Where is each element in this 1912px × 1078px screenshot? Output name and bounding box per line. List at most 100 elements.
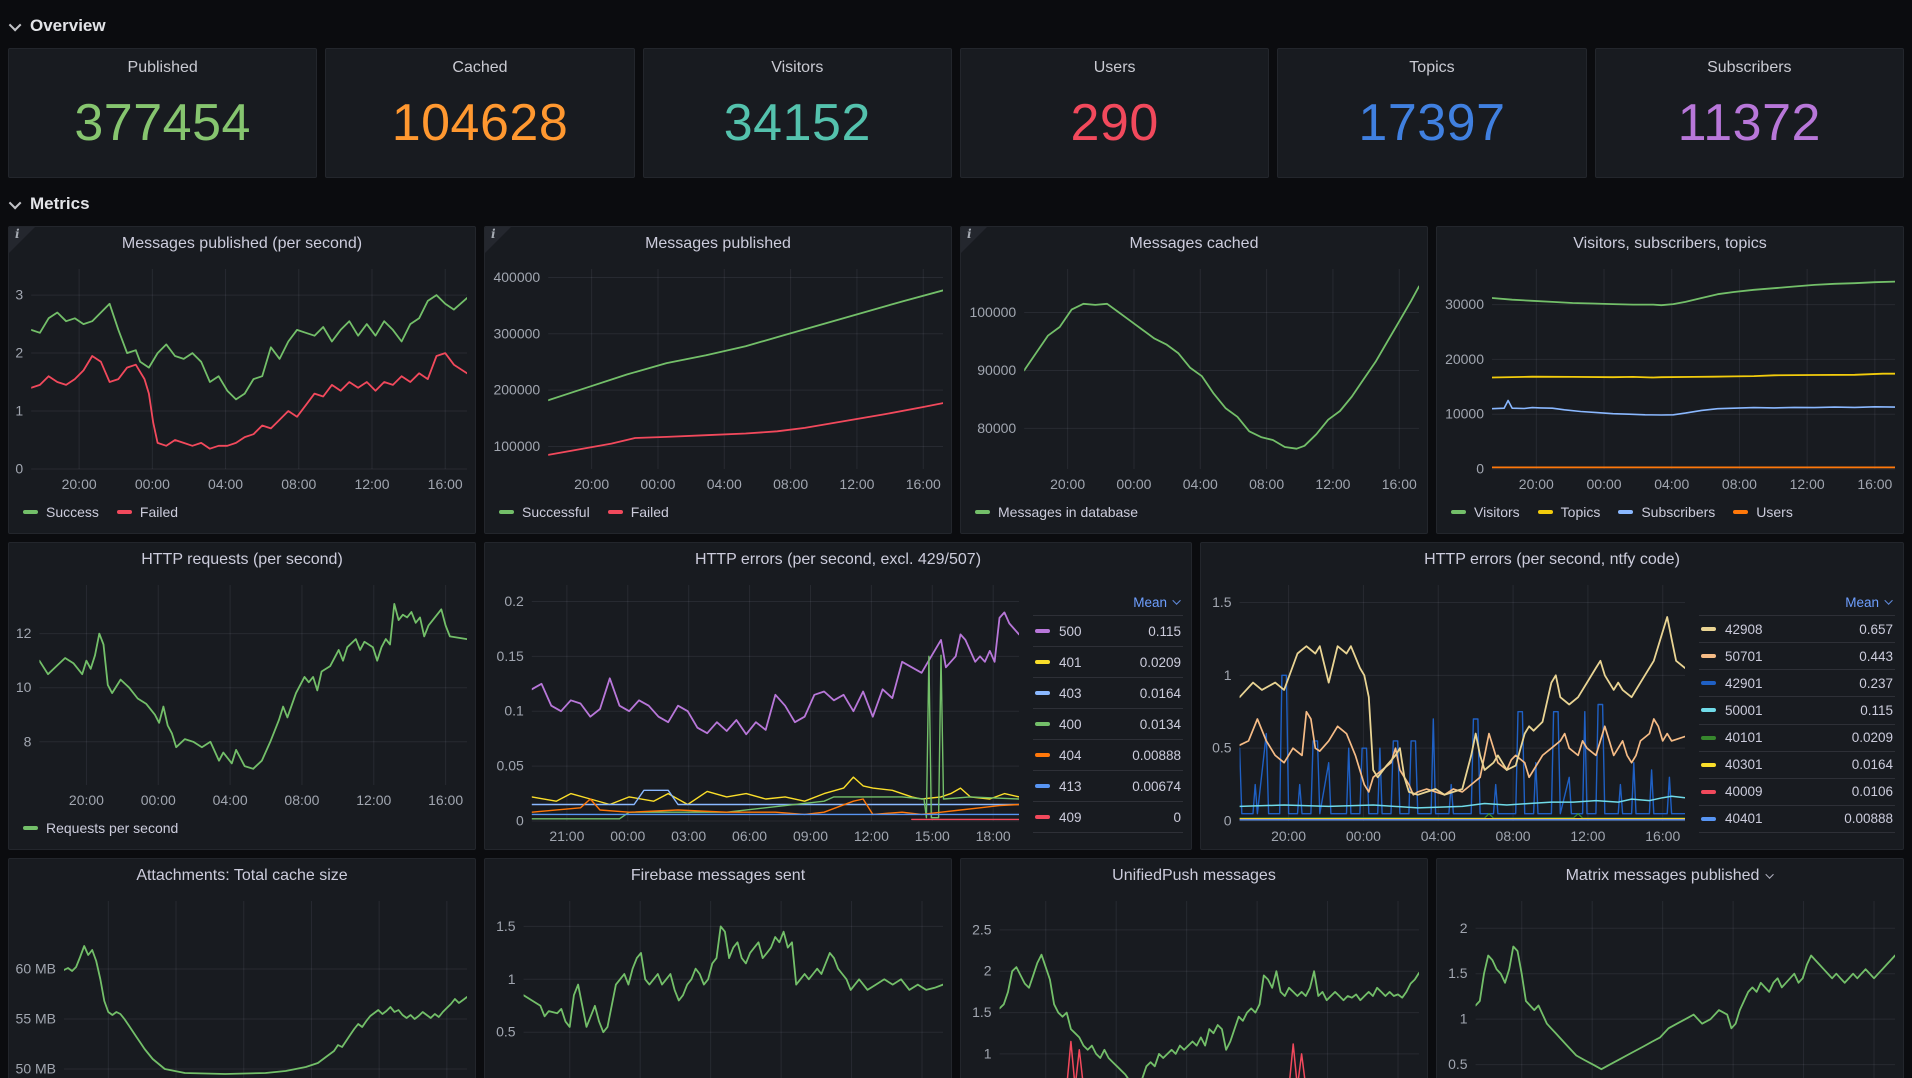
svg-text:1.5: 1.5 [1212,594,1232,610]
section-label: Overview [30,16,106,35]
svg-text:00:00: 00:00 [610,828,645,844]
legend-table-row[interactable]: 40301 0.0164 [1699,750,1895,778]
legend-item[interactable]: Topics [1537,504,1600,520]
svg-text:04:00: 04:00 [1654,476,1689,492]
series-color-swatch [1701,627,1716,632]
panel-title[interactable]: Firebase messages sent [630,867,806,884]
legend-table-row[interactable]: 40101 0.0209 [1699,723,1895,751]
legend-table-row[interactable]: 40009 0.0106 [1699,777,1895,805]
legend-table-row[interactable]: 400 0.0134 [1033,708,1183,739]
legend-table-row[interactable]: 413 0.00674 [1033,770,1183,801]
legend-item[interactable]: Failed [116,504,179,520]
legend-mean-header[interactable]: Mean [1033,589,1183,615]
legend-table-row[interactable]: 42901 0.237 [1699,669,1895,696]
legend-item[interactable]: Subscribers [1618,504,1715,520]
svg-text:12:00: 12:00 [1790,476,1825,492]
legend-label: Requests per second [46,820,179,836]
svg-text:0.5: 0.5 [496,1024,516,1040]
legend-table-row[interactable]: 401 0.0209 [1033,646,1183,677]
panel-title[interactable]: Attachments: Total cache size [136,867,348,884]
chart-canvas[interactable]: 3 2 1 0 20:00 00:00 04:00 08:00 12:00 16:00 [9,261,475,497]
legend-table-row[interactable]: 404 0.00888 [1033,739,1183,770]
legend-table-row[interactable]: 403 0.0164 [1033,677,1183,708]
svg-text:60 MB: 60 MB [16,961,56,977]
panel-title[interactable]: Matrix messages published [1437,859,1903,893]
legend-item[interactable]: Visitors [1451,504,1520,520]
chart-canvas[interactable]: 400000 300000 200000 100000 20:00 00:00 04:00 0… [485,261,951,497]
chevron-down-icon [1884,596,1893,605]
chart-canvas[interactable]: 2.521.510.5 [961,893,1427,1078]
svg-text:400000: 400000 [493,269,540,285]
legend-table-row[interactable]: 50701 0.443 [1699,642,1895,669]
section-header-metrics[interactable]: Metrics [8,188,1904,220]
chart-canvas[interactable]: 30000 20000 10000 0 20:00 00:00 04:00 08:00 12:0… [1437,261,1903,497]
svg-text:12:00: 12:00 [1570,828,1605,844]
info-icon[interactable] [9,227,35,253]
panel-title[interactable]: Visitors, subscribers, topics [1573,235,1767,252]
legend-mean-header[interactable]: Mean [1699,589,1895,615]
legend-table-row[interactable]: 500 0.115 [1033,615,1183,646]
svg-text:2: 2 [984,963,992,979]
chart-canvas[interactable]: 60 MB 55 MB 50 MB [9,893,475,1078]
chart-canvas[interactable]: 2 1.5 1 0.5 [1437,893,1903,1078]
series-mean-value: 0.0106 [1851,784,1893,800]
chart-canvas[interactable]: 0.2 0.15 0.1 0.05 0 21:00 00:00 03:00 06:00 09:00… [485,577,1027,849]
series-color-swatch [975,510,990,514]
chart-canvas[interactable]: 1.5 1 0.5 [485,893,951,1078]
panel-title[interactable]: HTTP errors (per second, ntfy code) [1424,551,1680,568]
series-name: 42908 [1725,621,1763,637]
svg-text:0.1: 0.1 [504,703,524,719]
legend-table-row[interactable]: 50001 0.115 [1699,696,1895,723]
panel-title[interactable]: HTTP requests (per second) [141,551,343,568]
series-mean-value: 0.115 [1148,623,1181,639]
svg-text:00:00: 00:00 [1587,476,1622,492]
svg-text:8: 8 [24,733,32,749]
legend-item[interactable]: Success [23,504,99,520]
series-name: 40101 [1725,730,1763,746]
series-name: 40401 [1725,811,1763,827]
legend-item[interactable]: Messages in database [975,504,1138,520]
legend-label: Failed [139,504,179,520]
svg-text:0: 0 [15,461,23,477]
stat-label: Visitors [771,59,824,76]
series-color-swatch [1035,691,1050,695]
legend-table-row[interactable]: 40401 0.00888 [1699,804,1895,832]
svg-text:1.5: 1.5 [496,918,516,934]
series-name: 401 [1059,654,1082,670]
series-name: 40009 [1725,784,1763,800]
svg-text:1: 1 [1460,1011,1468,1027]
series-mean-value: 0.00888 [1844,811,1893,827]
panel-title[interactable]: Messages published (per second) [121,235,363,252]
svg-text:20:00: 20:00 [1050,476,1085,492]
panel-title[interactable]: HTTP errors (per second, excl. 429/507) [694,551,982,568]
legend-table-row[interactable]: 409 0 [1033,801,1183,832]
legend: Requests per second [9,813,475,849]
svg-text:3: 3 [15,287,23,303]
legend-table-row[interactable]: 42908 0.657 [1699,615,1895,642]
legend-table: Mean 42908 0.657 50701 0.443 42901 0.237 50001 0… [1699,589,1895,833]
info-icon[interactable] [961,227,987,253]
panel-messages-published: Messages published 400000 300000 200000 100… [484,226,952,534]
chart-canvas[interactable]: 100000 90000 80000 20:00 00:00 04:00 08:00 12:0… [961,261,1427,497]
series-name: 404 [1059,747,1082,763]
info-icon[interactable] [485,227,511,253]
series-color-swatch [1035,722,1050,726]
legend: Successful Failed [485,497,951,533]
svg-text:1: 1 [508,971,516,987]
chart-canvas[interactable]: 1.5 1 0.5 0 20:00 00:00 04:00 08:00 12:00 16:00 [1201,577,1693,849]
chart-canvas[interactable]: 12 10 8 20:00 00:00 04:00 08:00 12:00 16:00 [9,577,475,813]
panel-unifiedpush-messages: UnifiedPush messages 2.521.510.5 Message… [960,858,1428,1078]
series-color-swatch [1701,681,1716,686]
panel-title[interactable]: Messages published [645,235,791,252]
section-header-overview[interactable]: Overview [8,10,1904,42]
legend-item[interactable]: Requests per second [23,820,178,836]
series-color-swatch [1035,629,1050,633]
legend-item[interactable]: Users [1733,504,1793,520]
panel-http-errors-excl: HTTP errors (per second, excl. 429/507) … [484,542,1192,850]
legend-item[interactable]: Successful [499,504,590,520]
panel-title[interactable]: Messages cached [1129,235,1259,252]
stat-label: Published [127,59,198,76]
legend-item[interactable]: Failed [607,504,669,520]
series-color-swatch [1701,789,1716,794]
panel-title[interactable]: UnifiedPush messages [1112,867,1276,884]
